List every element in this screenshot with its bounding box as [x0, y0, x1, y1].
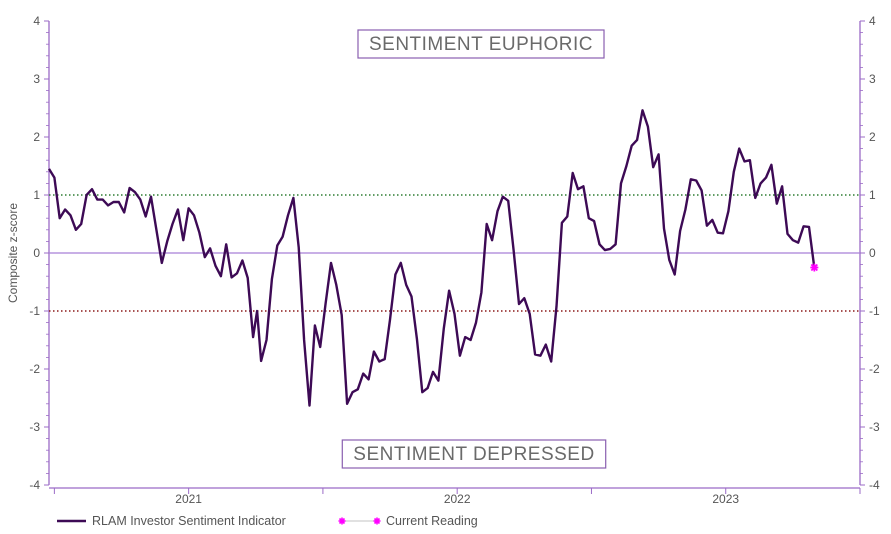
y-tick-label-left: -2 — [29, 362, 40, 376]
banners-layer: SENTIMENT EUPHORIC SENTIMENT DEPRESSED — [341, 29, 607, 469]
y-tick-label-left: -3 — [29, 420, 40, 434]
y-tick-label-left: 3 — [33, 72, 40, 86]
legend-label-current: Current Reading — [386, 514, 478, 528]
y-tick-label-left: -1 — [29, 304, 40, 318]
banner-euphoric-label: SENTIMENT EUPHORIC — [369, 34, 593, 55]
legend: RLAM Investor Sentiment Indicator Curren… — [57, 514, 478, 528]
legend-marker-current-right — [373, 517, 381, 525]
series-layer — [47, 109, 819, 407]
y-tick-label-left: 1 — [33, 188, 40, 202]
banner-depressed-label: SENTIMENT DEPRESSED — [353, 444, 594, 465]
y-tick-label-left: 4 — [33, 14, 40, 28]
y-tick-label-left: 0 — [33, 246, 40, 260]
banner-euphoric-box — [357, 29, 605, 59]
y-tick-label-right: -2 — [869, 362, 880, 376]
y-tick-label-right: 4 — [869, 14, 876, 28]
x-tick-label: 2021 — [175, 492, 202, 506]
y-tick-label-right: 0 — [869, 246, 876, 260]
legend-label-sentiment: RLAM Investor Sentiment Indicator — [92, 514, 286, 528]
series-line-sentiment — [47, 109, 816, 407]
y-tick-label-right: -3 — [869, 420, 880, 434]
legend-marker-current-left — [338, 517, 346, 525]
y-tick-label-left: -4 — [29, 478, 40, 492]
y-tick-label-right: 1 — [869, 188, 876, 202]
x-tick-label: 2023 — [712, 492, 739, 506]
banner-depressed-box — [341, 439, 607, 469]
y-tick-label-right: -4 — [869, 478, 880, 492]
y-tick-label-right: 3 — [869, 72, 876, 86]
y-axis-title: Composite z-score — [6, 203, 20, 303]
y-tick-label-right: 2 — [869, 130, 876, 144]
y-tick-label-right: -1 — [869, 304, 880, 318]
x-tick-label: 2022 — [444, 492, 471, 506]
axes-layer: 4 4 3 3 2 2 1 1 0 0 -1 -1 -2 -2 -3 -3 -4 -4 2021 2022 2023 Co… — [6, 14, 880, 506]
y-tick-label-left: 2 — [33, 130, 40, 144]
current-reading-marker — [810, 263, 819, 272]
reference-lines-layer — [49, 194, 860, 312]
